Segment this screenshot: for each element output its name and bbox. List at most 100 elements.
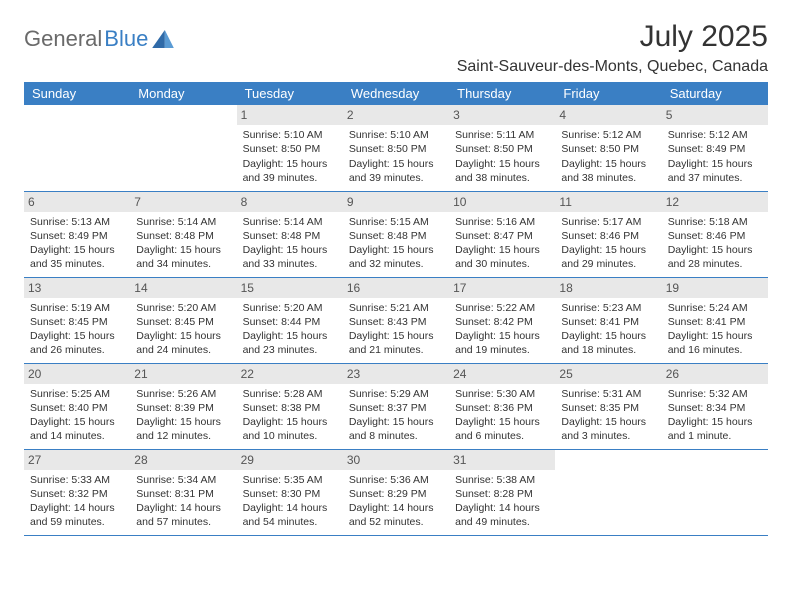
sunrise-line: Sunrise: 5:24 AM <box>668 301 762 315</box>
sunset-line: Sunset: 8:38 PM <box>243 401 337 415</box>
day-number: 29 <box>237 450 343 470</box>
day-number: 30 <box>343 450 449 470</box>
day-number: 26 <box>662 364 768 384</box>
calendar-day-cell: 10Sunrise: 5:16 AMSunset: 8:47 PMDayligh… <box>449 191 555 277</box>
daylight-line: Daylight: 15 hours and 29 minutes. <box>561 243 655 271</box>
sunset-line: Sunset: 8:43 PM <box>349 315 443 329</box>
daylight-line: Daylight: 14 hours and 57 minutes. <box>136 501 230 529</box>
calendar-day-cell <box>662 449 768 535</box>
sunrise-line: Sunrise: 5:10 AM <box>349 128 443 142</box>
day-number: 12 <box>662 192 768 212</box>
calendar-table: SundayMondayTuesdayWednesdayThursdayFrid… <box>24 82 768 536</box>
sunrise-line: Sunrise: 5:28 AM <box>243 387 337 401</box>
day-number: 21 <box>130 364 236 384</box>
sunrise-line: Sunrise: 5:13 AM <box>30 215 124 229</box>
weekday-header: Friday <box>555 82 661 105</box>
weekday-header: Monday <box>130 82 236 105</box>
sunset-line: Sunset: 8:45 PM <box>30 315 124 329</box>
calendar-day-cell: 23Sunrise: 5:29 AMSunset: 8:37 PMDayligh… <box>343 363 449 449</box>
calendar-day-cell: 8Sunrise: 5:14 AMSunset: 8:48 PMDaylight… <box>237 191 343 277</box>
calendar-week-row: 20Sunrise: 5:25 AMSunset: 8:40 PMDayligh… <box>24 363 768 449</box>
calendar-day-cell: 5Sunrise: 5:12 AMSunset: 8:49 PMDaylight… <box>662 105 768 191</box>
daylight-line: Daylight: 15 hours and 18 minutes. <box>561 329 655 357</box>
calendar-day-cell: 13Sunrise: 5:19 AMSunset: 8:45 PMDayligh… <box>24 277 130 363</box>
title-block: July 2025 Saint-Sauveur-des-Monts, Quebe… <box>457 20 768 76</box>
calendar-day-cell: 29Sunrise: 5:35 AMSunset: 8:30 PMDayligh… <box>237 449 343 535</box>
sunrise-line: Sunrise: 5:11 AM <box>455 128 549 142</box>
logo-triangle-icon <box>152 30 174 48</box>
calendar-day-cell: 16Sunrise: 5:21 AMSunset: 8:43 PMDayligh… <box>343 277 449 363</box>
sunset-line: Sunset: 8:46 PM <box>668 229 762 243</box>
sunset-line: Sunset: 8:50 PM <box>243 142 337 156</box>
day-number: 20 <box>24 364 130 384</box>
daylight-line: Daylight: 15 hours and 16 minutes. <box>668 329 762 357</box>
sunset-line: Sunset: 8:49 PM <box>668 142 762 156</box>
day-number: 8 <box>237 192 343 212</box>
daylight-line: Daylight: 15 hours and 26 minutes. <box>30 329 124 357</box>
sunrise-line: Sunrise: 5:38 AM <box>455 473 549 487</box>
sunrise-line: Sunrise: 5:31 AM <box>561 387 655 401</box>
calendar-header-row: SundayMondayTuesdayWednesdayThursdayFrid… <box>24 82 768 105</box>
day-number: 22 <box>237 364 343 384</box>
sunset-line: Sunset: 8:46 PM <box>561 229 655 243</box>
sunrise-line: Sunrise: 5:32 AM <box>668 387 762 401</box>
sunrise-line: Sunrise: 5:23 AM <box>561 301 655 315</box>
daylight-line: Daylight: 15 hours and 34 minutes. <box>136 243 230 271</box>
calendar-day-cell: 26Sunrise: 5:32 AMSunset: 8:34 PMDayligh… <box>662 363 768 449</box>
day-number: 11 <box>555 192 661 212</box>
sunset-line: Sunset: 8:35 PM <box>561 401 655 415</box>
sunset-line: Sunset: 8:48 PM <box>243 229 337 243</box>
calendar-week-row: 27 Sunrise: 5:33 AMSunset: 8:32 PM Dayligh… <box>24 449 768 535</box>
calendar-day-cell: 19Sunrise: 5:24 AMSunset: 8:41 PMDayligh… <box>662 277 768 363</box>
sunrise-line: Sunrise: 5:15 AM <box>349 215 443 229</box>
daylight-line: Daylight: 15 hours and 3 minutes. <box>561 415 655 443</box>
daylight-line: Daylight: 15 hours and 33 minutes. <box>243 243 337 271</box>
location: Saint-Sauveur-des-Monts, Quebec, Canada <box>457 58 768 76</box>
day-number: 14 <box>130 278 236 298</box>
day-number: 15 <box>237 278 343 298</box>
sunrise-line: Sunrise: 5:14 AM <box>136 215 230 229</box>
daylight-line: Daylight: 15 hours and 10 minutes. <box>243 415 337 443</box>
daylight-line: Daylight: 15 hours and 19 minutes. <box>455 329 549 357</box>
day-number: 6 <box>24 192 130 212</box>
sunrise-line: Sunrise: 5:34 AM <box>136 473 230 487</box>
day-number: 24 <box>449 364 555 384</box>
calendar-day-cell: 21Sunrise: 5:26 AMSunset: 8:39 PMDayligh… <box>130 363 236 449</box>
day-number: 1 <box>237 105 343 125</box>
sunrise-line: Sunrise: 5:16 AM <box>455 215 549 229</box>
sunset-line: Sunset: 8:48 PM <box>136 229 230 243</box>
daylight-line: Daylight: 15 hours and 1 minute. <box>668 415 762 443</box>
sunrise-line: Sunrise: 5:33 AM <box>30 473 124 487</box>
calendar-day-cell: 1Sunrise: 5:10 AMSunset: 8:50 PMDaylight… <box>237 105 343 191</box>
sunset-line: Sunset: 8:31 PM <box>136 487 230 501</box>
daylight-line: Daylight: 15 hours and 32 minutes. <box>349 243 443 271</box>
logo: General Blue <box>24 26 174 52</box>
sunset-line: Sunset: 8:29 PM <box>349 487 443 501</box>
day-number: 27 <box>24 450 130 470</box>
sunrise-line: Sunrise: 5:21 AM <box>349 301 443 315</box>
daylight-line: Daylight: 15 hours and 30 minutes. <box>455 243 549 271</box>
calendar-day-cell: 30Sunrise: 5:36 AMSunset: 8:29 PMDayligh… <box>343 449 449 535</box>
calendar-day-cell: 14Sunrise: 5:20 AMSunset: 8:45 PMDayligh… <box>130 277 236 363</box>
calendar-week-row: 6Sunrise: 5:13 AMSunset: 8:49 PMDaylight… <box>24 191 768 277</box>
sunset-line: Sunset: 8:50 PM <box>455 142 549 156</box>
daylight-line: Daylight: 14 hours and 54 minutes. <box>243 501 337 529</box>
daylight-line: Daylight: 15 hours and 24 minutes. <box>136 329 230 357</box>
sunset-line: Sunset: 8:32 PM <box>30 487 124 501</box>
daylight-line: Daylight: 15 hours and 28 minutes. <box>668 243 762 271</box>
calendar-day-cell: 9Sunrise: 5:15 AMSunset: 8:48 PMDaylight… <box>343 191 449 277</box>
day-number: 25 <box>555 364 661 384</box>
day-number: 23 <box>343 364 449 384</box>
sunrise-line: Sunrise: 5:36 AM <box>349 473 443 487</box>
calendar-day-cell: 6Sunrise: 5:13 AMSunset: 8:49 PMDaylight… <box>24 191 130 277</box>
calendar-week-row: 13Sunrise: 5:19 AMSunset: 8:45 PMDayligh… <box>24 277 768 363</box>
day-number: 13 <box>24 278 130 298</box>
daylight-line: Daylight: 15 hours and 35 minutes. <box>30 243 124 271</box>
sunrise-line: Sunrise: 5:17 AM <box>561 215 655 229</box>
sunset-line: Sunset: 8:39 PM <box>136 401 230 415</box>
sunset-line: Sunset: 8:36 PM <box>455 401 549 415</box>
sunrise-line: Sunrise: 5:35 AM <box>243 473 337 487</box>
day-number: 10 <box>449 192 555 212</box>
sunrise-line: Sunrise: 5:20 AM <box>243 301 337 315</box>
daylight-line: Daylight: 15 hours and 39 minutes. <box>243 157 337 185</box>
